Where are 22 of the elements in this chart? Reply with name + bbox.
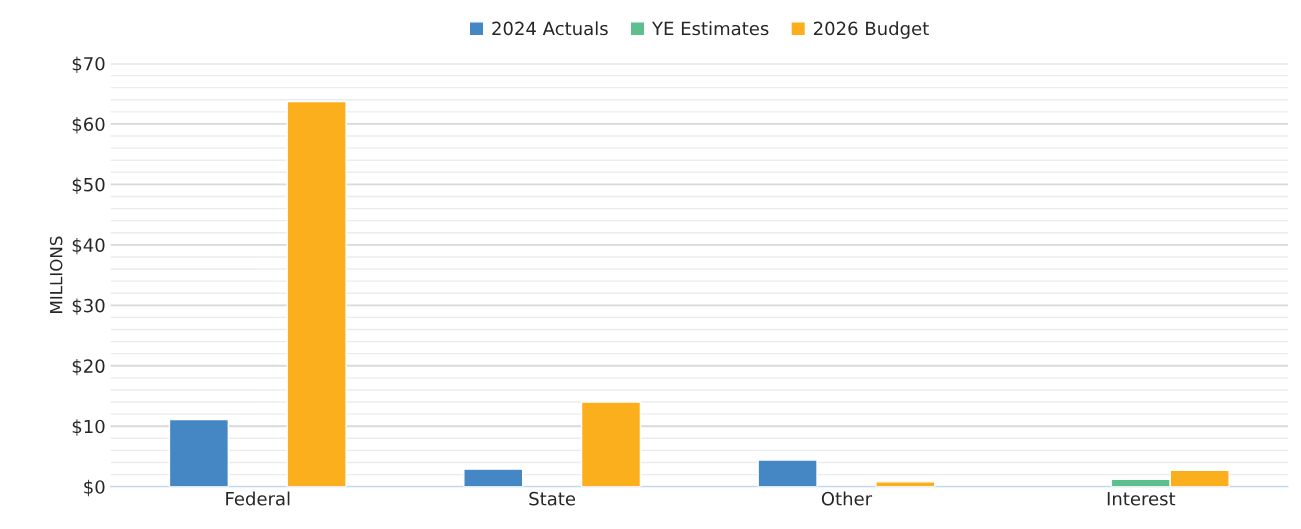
- bar: [580, 401, 642, 487]
- bar: [286, 100, 347, 487]
- y-axis-title: MILLIONS: [49, 236, 63, 313]
- bar: [168, 418, 230, 487]
- bar: [875, 481, 936, 487]
- y-tick-label: $70: [72, 56, 105, 73]
- y-tick-label: $0: [84, 479, 105, 497]
- x-tick-label: State: [529, 491, 576, 506]
- legend-label: YE Estimates: [651, 21, 769, 36]
- legend-label: 2024 Actuals: [492, 21, 608, 36]
- x-tick-label: Other: [821, 491, 873, 506]
- x-tick-label: Federal: [226, 491, 290, 506]
- y-tick-label: $40: [72, 237, 105, 255]
- y-tick-label: $60: [72, 117, 105, 134]
- legend-label: 2026 Budget: [813, 21, 929, 39]
- y-tick-label: $20: [72, 358, 105, 376]
- y-tick-label: $50: [72, 177, 105, 194]
- bar: [757, 459, 818, 487]
- y-tick-label: $10: [72, 419, 105, 436]
- y-tick-label: $30: [72, 298, 105, 315]
- bar: [463, 468, 524, 487]
- x-tick-label: Interest: [1107, 492, 1176, 506]
